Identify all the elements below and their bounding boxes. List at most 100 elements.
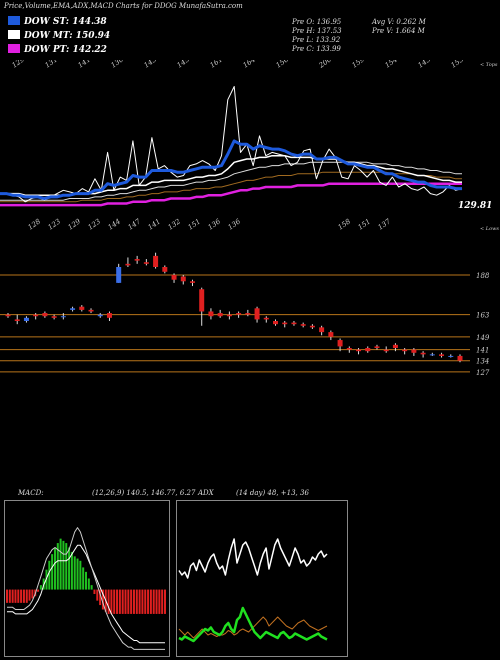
macd-bar bbox=[53, 547, 56, 590]
candle-body bbox=[14, 319, 20, 321]
candle-body bbox=[60, 316, 66, 318]
low-tick-label: 158 bbox=[337, 217, 353, 232]
candle-body bbox=[153, 255, 159, 267]
stat-pre-close: Pre C: 133.99 bbox=[292, 45, 341, 53]
stats-col1: Pre O: 136.95 Pre H: 137.53 Pre L: 133.9… bbox=[292, 18, 342, 54]
macd-bar bbox=[107, 589, 110, 614]
stats-col2: Avg V: 0.262 M Pre V: 1.664 M bbox=[372, 18, 426, 36]
tops-tag: < Tops bbox=[480, 62, 498, 68]
low-tick-label: 136 bbox=[207, 217, 223, 232]
macd-bar bbox=[51, 554, 54, 590]
macd-bar bbox=[121, 589, 124, 614]
candle-body bbox=[356, 349, 362, 352]
macd-bar bbox=[28, 589, 31, 601]
price-level-label: 127 bbox=[476, 369, 490, 375]
top-tick-label: 145 bbox=[176, 60, 192, 70]
price-levels: 188 163 149 141 134 127 bbox=[0, 272, 490, 375]
adx-line bbox=[178, 538, 328, 579]
macd-bar bbox=[70, 551, 73, 590]
candle-body bbox=[97, 314, 103, 317]
macd-bar bbox=[130, 589, 133, 614]
macd-bar bbox=[99, 589, 102, 606]
top-tick-label: 153 bbox=[450, 60, 466, 70]
ema-orange-line bbox=[0, 171, 462, 203]
macd-bar bbox=[96, 589, 99, 601]
macd-bar bbox=[6, 589, 8, 603]
candle-body bbox=[420, 352, 426, 355]
low-tick-label: 129 bbox=[67, 217, 83, 232]
top-tick-label: 156 bbox=[275, 60, 291, 70]
low-tick-label: 136 bbox=[227, 217, 243, 232]
macd-label: MACD: bbox=[18, 489, 44, 497]
candle-body bbox=[374, 346, 380, 348]
macd-bar bbox=[144, 589, 147, 614]
candle-body bbox=[236, 313, 242, 315]
dow-st-line bbox=[0, 139, 462, 200]
low-tick-label: 137 bbox=[377, 217, 393, 232]
macd-bar bbox=[31, 589, 34, 599]
macd-bar bbox=[62, 540, 65, 590]
macd-bar bbox=[25, 589, 28, 603]
candle-body bbox=[263, 317, 269, 320]
candle-body bbox=[162, 267, 168, 272]
candle-body bbox=[33, 314, 39, 317]
legend-dow-pt: DOW PT: 142.22 bbox=[8, 44, 107, 56]
candle-body bbox=[217, 313, 223, 317]
macd-bar bbox=[124, 589, 127, 614]
candle-body bbox=[439, 354, 445, 356]
top-tick-label: 159 bbox=[351, 60, 367, 70]
low-tick-label: 144 bbox=[107, 217, 123, 231]
macd-bar bbox=[22, 589, 25, 603]
candle-body bbox=[309, 325, 315, 328]
macd-bar bbox=[87, 578, 90, 590]
candle-body bbox=[429, 354, 435, 356]
macd-bar bbox=[118, 589, 121, 614]
top-labels: 129 131 141 130 143 145 161 164 156 200 159 154 143 1… bbox=[11, 60, 466, 70]
macd-bar bbox=[155, 589, 158, 614]
candlestick-chart: 188 163 149 141 134 127 bbox=[0, 252, 490, 375]
adx-label: ADX bbox=[198, 489, 214, 497]
macd-params: (12,26,9) 140.5, 146.77, 6.27 bbox=[92, 489, 196, 497]
macd-bar bbox=[85, 571, 87, 590]
top-tick-label: 164 bbox=[242, 60, 258, 70]
price-level-label: 163 bbox=[476, 312, 490, 320]
legend-dow-mt: DOW MT: 150.94 bbox=[8, 30, 110, 42]
macd-bar bbox=[164, 589, 166, 614]
macd-bar bbox=[93, 589, 96, 594]
macd-bar bbox=[20, 589, 23, 603]
macd-bar bbox=[8, 589, 11, 603]
candle-body bbox=[23, 317, 29, 321]
macd-bar bbox=[39, 585, 42, 590]
stat-pre-high: Pre H: 137.53 bbox=[292, 27, 342, 35]
ema-grey-line bbox=[0, 161, 462, 201]
macd-bar bbox=[141, 589, 144, 614]
ema-chart: 129 131 141 130 143 145 161 164 156 200 159 154 143 1… bbox=[0, 60, 499, 232]
macd-bar bbox=[113, 589, 116, 614]
macd-bar bbox=[135, 589, 138, 614]
macd-bar bbox=[68, 547, 71, 590]
macd-bar bbox=[158, 589, 161, 614]
macd-bar bbox=[132, 589, 135, 614]
low-tick-label: 151 bbox=[357, 217, 373, 231]
dow-pt-line bbox=[0, 182, 462, 207]
candle-body bbox=[208, 311, 214, 317]
low-tick-label: 128 bbox=[27, 217, 43, 232]
macd-bar bbox=[110, 589, 113, 614]
candle-body bbox=[143, 262, 149, 264]
candle-body bbox=[383, 349, 389, 352]
legend-swatch-pt bbox=[8, 44, 20, 53]
legend-swatch-mt bbox=[8, 30, 20, 39]
candle-body bbox=[199, 289, 205, 312]
chart-title: Price,Volume,EMA,ADX,MACD Charts for DDO… bbox=[4, 2, 243, 10]
macd-bar bbox=[116, 589, 119, 614]
stat-avg-volume: Avg V: 0.262 M bbox=[372, 18, 426, 26]
top-tick-label: 131 bbox=[44, 60, 60, 70]
macd-bar bbox=[147, 589, 150, 614]
top-tick-label: 161 bbox=[209, 60, 225, 70]
candle-body bbox=[319, 327, 325, 333]
candle-body bbox=[70, 308, 76, 310]
last-price-label: 129.81 bbox=[458, 201, 492, 211]
candle-body bbox=[79, 306, 85, 310]
stat-pre-open: Pre O: 136.95 bbox=[292, 18, 342, 26]
adx-params: (14 day) 48, +13, 36 bbox=[236, 489, 309, 497]
